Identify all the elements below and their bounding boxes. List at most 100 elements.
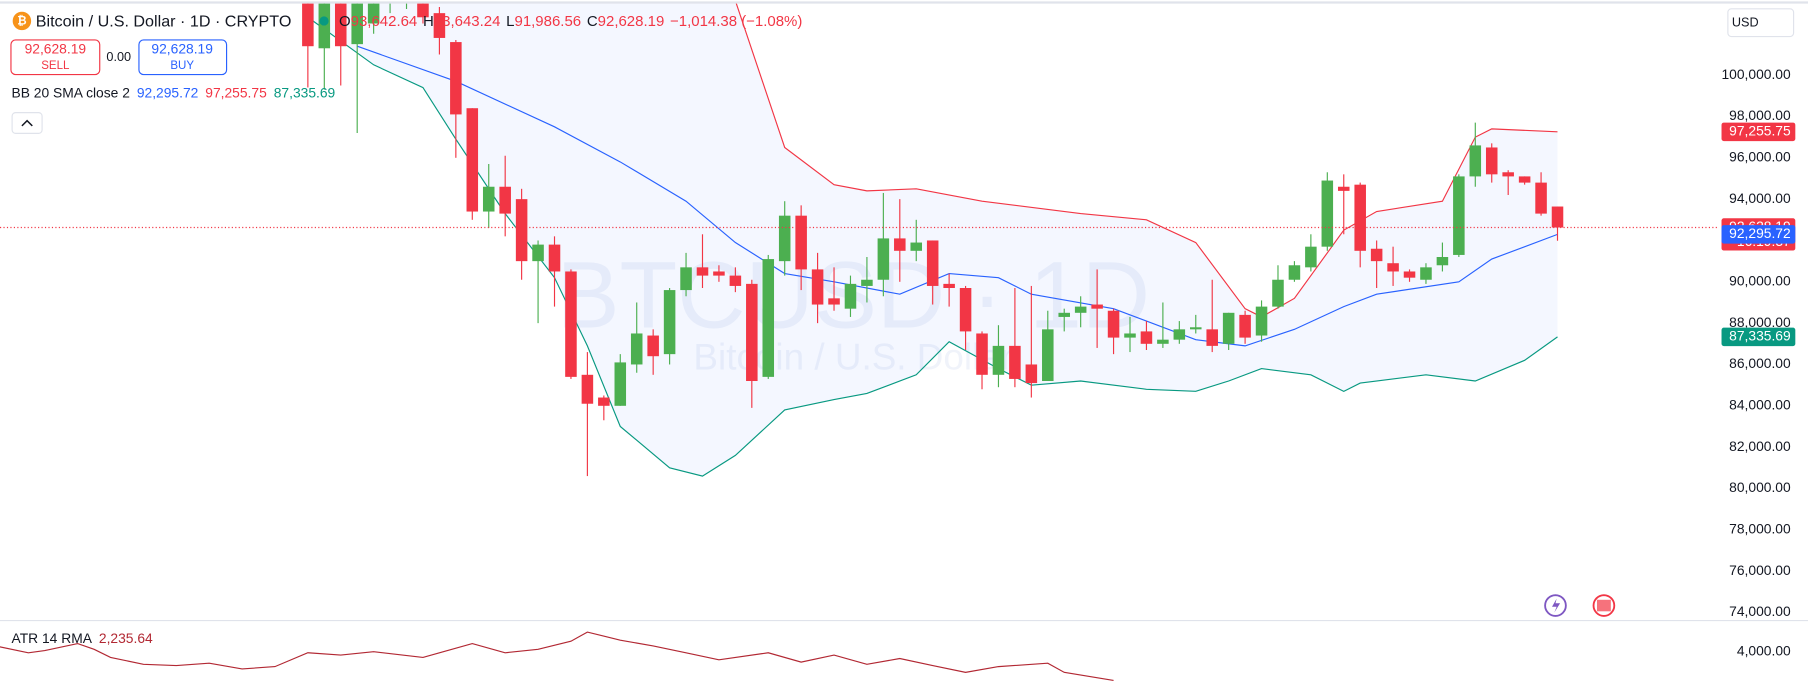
candle-body (1107, 310, 1120, 338)
candle-body (1009, 345, 1021, 379)
y-tick-label: 76,000.00 (1729, 562, 1791, 578)
candle-body (1469, 145, 1482, 177)
buy-label[interactable]: BUY (170, 60, 194, 72)
y-tick-label: 80,000.00 (1729, 479, 1791, 495)
candle-body (1058, 312, 1070, 317)
candle-body (861, 279, 873, 286)
candle-body (302, 3, 314, 47)
symbol-icon-glyph: ₿ (17, 16, 26, 28)
buy-price[interactable]: 92,628.19 (151, 40, 213, 56)
atr-tick-label: 4,000.00 (1737, 642, 1791, 658)
sell-button[interactable]: 92,628.19 SELL (10, 39, 101, 76)
price-label: 92,295.72 (1729, 225, 1791, 241)
collapse-button[interactable] (11, 112, 43, 134)
candle-body (630, 333, 643, 365)
h-value: 93,643.24 (434, 13, 501, 30)
candle-body (647, 335, 659, 357)
candle-body (959, 288, 972, 332)
y-tick-label: 74,000.00 (1729, 603, 1791, 619)
candle-body (565, 271, 577, 377)
c-value: 92,628.19 (598, 13, 665, 30)
candle-body (1453, 176, 1465, 255)
y-tick-label: 88,000.00 (1729, 314, 1791, 330)
spread: 0.00 (106, 50, 131, 64)
atr-value: 2,235.64 (99, 630, 153, 646)
candle-body (1403, 271, 1416, 278)
y-tick-label: 78,000.00 (1729, 520, 1791, 536)
candle-body (1091, 304, 1103, 309)
y-tick-label: 96,000.00 (1729, 148, 1791, 164)
candle-body (1190, 327, 1202, 330)
candle-body (1288, 265, 1301, 280)
y-tick-label: 84,000.00 (1729, 396, 1791, 412)
buy-button[interactable]: 92,628.19 BUY (138, 39, 228, 76)
alert-ring[interactable] (1544, 594, 1567, 617)
symbol-icon (12, 11, 32, 31)
currency[interactable]: USD (1732, 16, 1759, 30)
candle-body (1485, 147, 1498, 175)
candle-body (1420, 267, 1432, 280)
candle-body (910, 242, 923, 251)
price-label-box (1721, 327, 1796, 347)
candle-body (466, 108, 479, 212)
candle-body (450, 42, 462, 115)
currency-box[interactable] (1727, 8, 1795, 38)
candle-body (515, 199, 528, 262)
candle-body (1370, 248, 1383, 262)
candle-body (1157, 339, 1169, 344)
y-tick-label: 100,000.00 (1721, 66, 1791, 82)
news-icon[interactable] (1592, 594, 1616, 617)
candle-body (1140, 331, 1153, 344)
candle-body (1337, 186, 1350, 191)
currency-button[interactable]: USD (1727, 8, 1795, 38)
candle-body (532, 244, 544, 262)
ohlc: O93,642.64 H93,643.24 L91,986.56 C92,628.19… (339, 13, 802, 30)
c-label: C (587, 13, 598, 30)
candle-body (663, 290, 676, 355)
atr-pane (0, 631, 1114, 682)
candle-body (1255, 306, 1268, 336)
y-tick-label: 90,000.00 (1729, 272, 1791, 288)
candle-body (1321, 180, 1334, 247)
candle-body (1354, 184, 1366, 251)
o-value: 93,642.64 (351, 13, 418, 30)
sell-price[interactable]: 92,628.19 (25, 40, 87, 56)
price-label-box (1721, 122, 1796, 142)
candle-body (811, 269, 824, 305)
candle-body (1222, 312, 1235, 344)
o-label: O (339, 13, 351, 30)
legend-header: ₿ Bitcoin / U.S. Dollar · 1D · CRYPTO O9… (12, 11, 802, 31)
candle-body (1502, 172, 1514, 177)
alert-icon[interactable] (1544, 594, 1567, 617)
bb-lower: 87,335.69 (274, 84, 336, 100)
buy-box[interactable] (138, 39, 228, 76)
bb-name: BB 20 SMA close 2 (12, 84, 130, 100)
candle-body (762, 259, 775, 377)
candle-body (417, 3, 429, 18)
candle-body (713, 271, 725, 276)
alert-bolt (1552, 598, 1561, 613)
news-flag (1596, 599, 1611, 612)
band-line (307, 16, 1558, 477)
candle-body (1436, 257, 1449, 266)
candle-body (778, 215, 791, 262)
h-label: H (423, 13, 434, 30)
y-tick-label: 98,000.00 (1729, 107, 1791, 123)
candle-body (1272, 279, 1284, 307)
candle-body (828, 298, 840, 305)
candle-body (334, 3, 347, 47)
candle-body (351, 3, 363, 45)
candle-body (598, 397, 610, 406)
candle-body (1239, 314, 1251, 338)
sell-label[interactable]: SELL (41, 60, 70, 72)
sell-box[interactable] (10, 39, 101, 76)
collapse-box[interactable] (11, 112, 43, 134)
candle-body (696, 267, 709, 276)
candle-body (943, 283, 955, 289)
candle-body (482, 186, 495, 212)
candle-body (894, 238, 906, 251)
y-tick-label: 82,000.00 (1729, 438, 1791, 454)
candle-body (1173, 329, 1186, 340)
